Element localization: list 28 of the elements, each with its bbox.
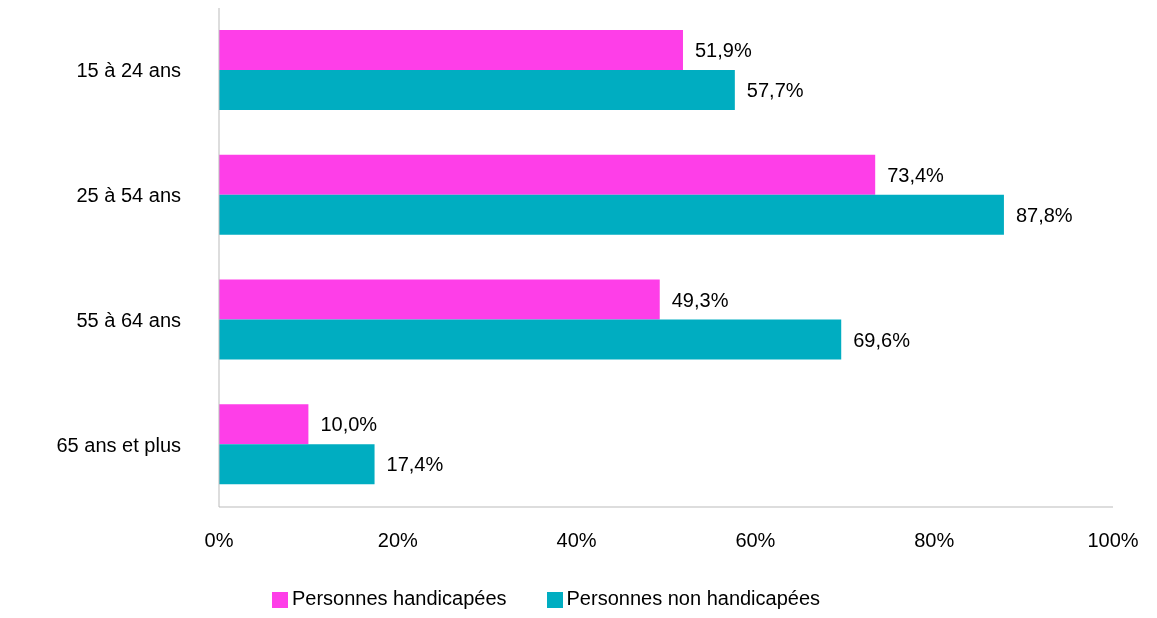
bar: [219, 194, 1004, 235]
data-label: 73,4%: [887, 163, 945, 186]
data-label: 10,0%: [320, 413, 378, 436]
data-label: 87,8%: [1015, 203, 1073, 226]
legend-label: Personnes non handicapées: [566, 587, 821, 609]
x-tick-label: 100%: [1087, 529, 1139, 552]
data-label: 57,7%: [746, 79, 804, 101]
bar: [219, 319, 842, 360]
bar: [219, 30, 683, 70]
bar: [219, 404, 309, 445]
x-tick-label: 80%: [914, 529, 955, 552]
data-label: 51,9%: [694, 39, 752, 61]
x-tick-label: 0%: [204, 529, 234, 552]
y-tick-label: 65 ans et plus: [56, 433, 181, 456]
y-tick-label: 15 à 24 ans: [76, 59, 181, 82]
x-tick-label: 20%: [377, 529, 419, 552]
bar: [219, 444, 375, 485]
bar: [219, 154, 876, 195]
data-label: 49,3%: [671, 288, 729, 311]
y-tick-label: 25 à 54 ans: [76, 184, 181, 207]
data-label: 17,4%: [386, 453, 444, 476]
bar: [219, 279, 660, 320]
x-tick-label: 40%: [556, 529, 597, 552]
bar: [219, 70, 735, 110]
x-tick-label: 60%: [735, 529, 776, 552]
legend-label: Personnes handicapées: [291, 587, 507, 609]
y-tick-label: 55 à 64 ans: [76, 308, 181, 331]
data-label: 69,6%: [853, 328, 911, 351]
